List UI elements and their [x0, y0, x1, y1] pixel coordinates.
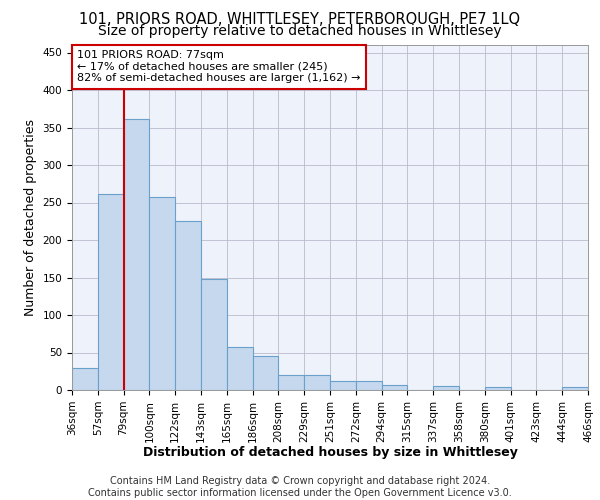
Text: 101, PRIORS ROAD, WHITTLESEY, PETERBOROUGH, PE7 1LQ: 101, PRIORS ROAD, WHITTLESEY, PETERBOROU…	[79, 12, 521, 28]
Text: 101 PRIORS ROAD: 77sqm
← 17% of detached houses are smaller (245)
82% of semi-de: 101 PRIORS ROAD: 77sqm ← 17% of detached…	[77, 50, 361, 84]
X-axis label: Distribution of detached houses by size in Whittlesey: Distribution of detached houses by size …	[143, 446, 517, 459]
Bar	[149, 197, 175, 390]
Bar	[201, 279, 227, 390]
Bar	[72, 368, 98, 390]
Bar	[382, 385, 407, 390]
Bar	[304, 375, 330, 390]
Bar	[278, 375, 304, 390]
Bar	[253, 356, 278, 390]
Bar	[562, 387, 588, 390]
Bar	[124, 118, 149, 390]
Bar	[356, 381, 382, 390]
Bar	[330, 381, 356, 390]
Bar	[98, 194, 124, 390]
Bar	[227, 347, 253, 390]
Bar	[175, 221, 201, 390]
Text: Size of property relative to detached houses in Whittlesey: Size of property relative to detached ho…	[98, 24, 502, 38]
Bar	[433, 386, 459, 390]
Text: Contains HM Land Registry data © Crown copyright and database right 2024.
Contai: Contains HM Land Registry data © Crown c…	[88, 476, 512, 498]
Bar	[485, 387, 511, 390]
Y-axis label: Number of detached properties: Number of detached properties	[24, 119, 37, 316]
